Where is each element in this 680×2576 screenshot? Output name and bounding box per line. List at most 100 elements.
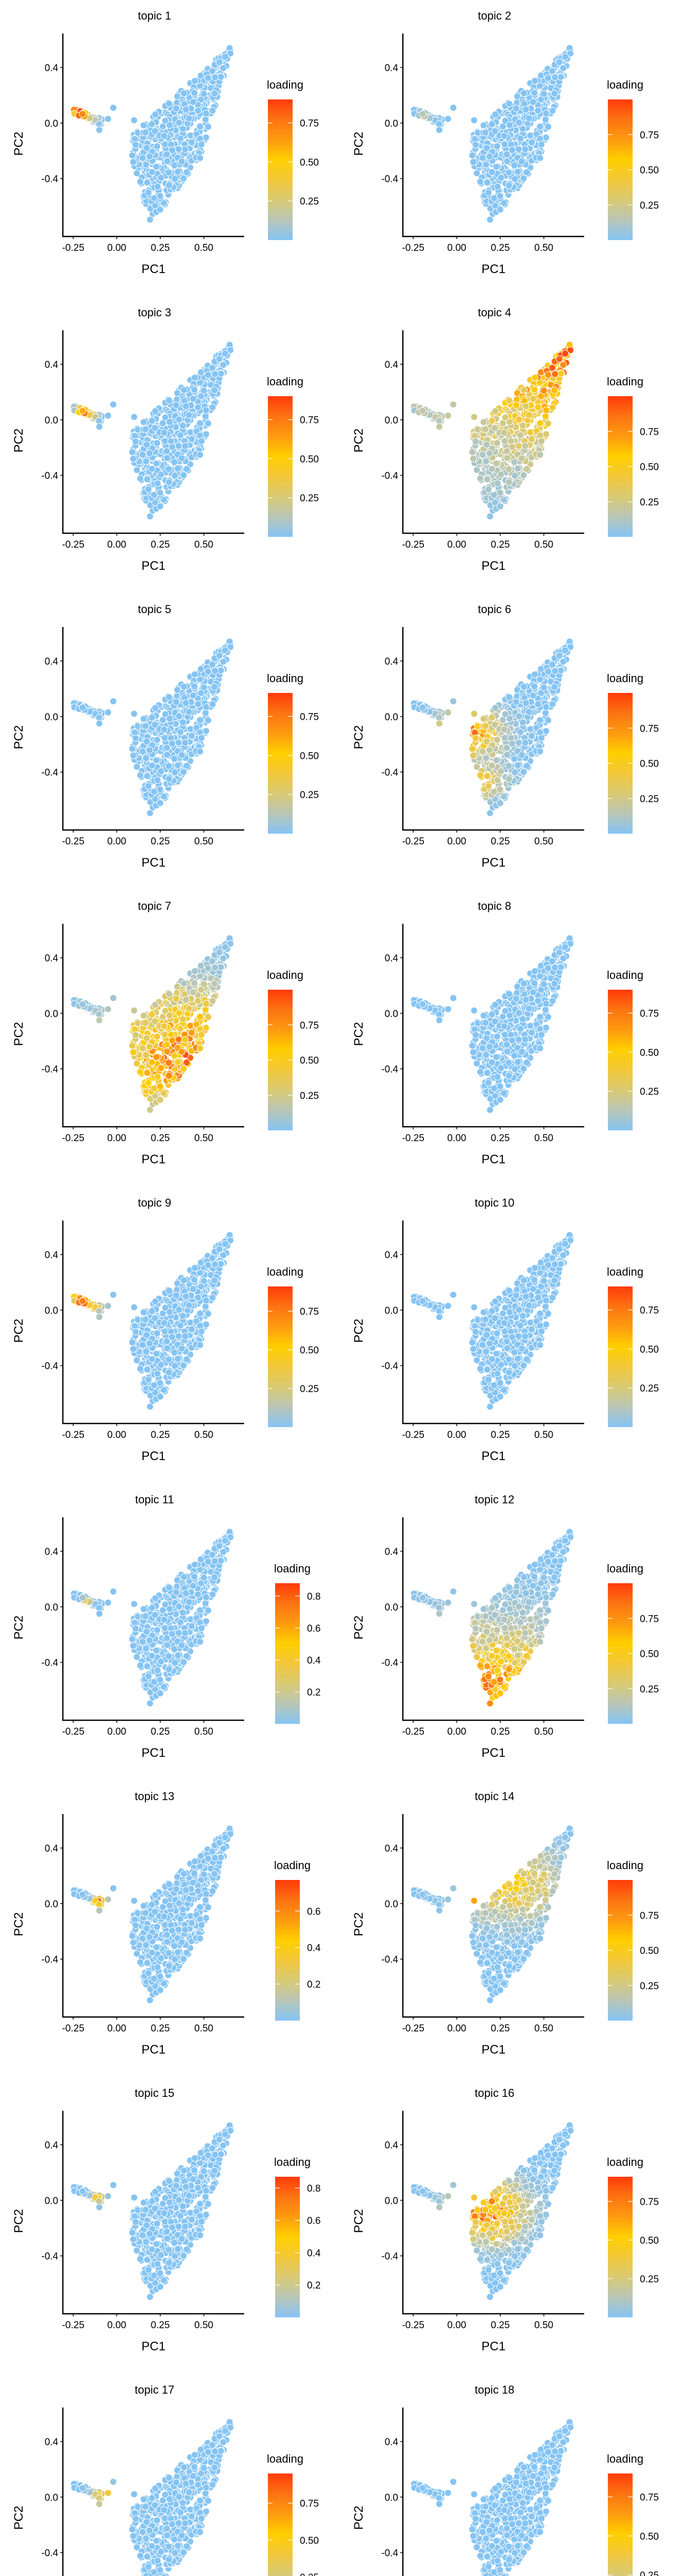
data-point: [551, 667, 559, 674]
data-point: [219, 361, 227, 369]
data-point: [515, 145, 522, 153]
data-point: [528, 732, 535, 740]
color-bar-label: 0.25: [640, 794, 659, 805]
scatter-plot: topic 2-0.25 0.00 0.25 0.50-0.40.00.4PC1PC2…: [352, 9, 659, 276]
data-point: [473, 466, 481, 474]
chart-title: topic 4: [478, 306, 512, 319]
data-point: [165, 775, 173, 783]
data-point: [163, 150, 171, 158]
data-point: [150, 1084, 158, 1092]
data-point: [109, 401, 117, 409]
data-point: [501, 141, 509, 148]
data-point: [473, 170, 481, 177]
data-point: [196, 451, 204, 459]
data-point: [156, 192, 164, 200]
data-point: [497, 471, 505, 478]
data-point: [497, 174, 505, 181]
data-point: [160, 1022, 168, 1030]
data-point: [154, 1073, 161, 1081]
y-tick-label: 0.4: [45, 63, 59, 74]
data-point: [161, 1007, 169, 1015]
chart-title: topic 3: [138, 306, 172, 319]
data-point: [165, 762, 173, 770]
data-point: [482, 161, 490, 168]
data-point: [486, 746, 494, 754]
data-point: [140, 122, 147, 129]
data-point: [435, 423, 443, 431]
y-tick-label: -0.4: [41, 768, 58, 778]
data-point: [531, 386, 538, 394]
data-point: [143, 144, 150, 152]
data-point: [165, 1072, 173, 1079]
data-point: [161, 1031, 169, 1039]
x-axis-label: PC1: [142, 856, 166, 870]
data-point: [500, 199, 507, 207]
data-point: [185, 411, 193, 419]
data-point: [490, 194, 498, 202]
data-point: [211, 667, 219, 674]
data-point: [562, 53, 569, 61]
data-point: [537, 665, 545, 673]
data-point: [179, 422, 186, 430]
data-point: [202, 703, 210, 711]
data-point: [559, 361, 567, 369]
data-point: [508, 146, 516, 154]
data-point: [191, 968, 199, 975]
data-point: [145, 782, 152, 790]
data-point: [480, 122, 487, 129]
y-tick-label: -0.4: [381, 174, 398, 185]
data-point: [211, 964, 219, 971]
data-point: [209, 957, 216, 965]
data-point: [205, 420, 212, 427]
data-point: [520, 175, 528, 182]
data-point: [177, 728, 184, 736]
data-point: [506, 715, 514, 722]
data-point: [165, 1059, 173, 1066]
data-point: [482, 457, 490, 465]
data-point: [142, 722, 149, 730]
data-point: [151, 704, 159, 712]
data-point: [161, 437, 169, 445]
data-point: [505, 478, 513, 486]
data-point: [519, 422, 526, 430]
data-point: [468, 448, 476, 456]
data-point: [562, 350, 569, 358]
data-point: [523, 168, 531, 176]
data-point: [219, 64, 227, 72]
data-point: [148, 417, 156, 425]
data-point: [559, 64, 567, 72]
data-point: [540, 387, 548, 395]
data-point: [180, 175, 188, 182]
data-point: [209, 997, 216, 1005]
data-point: [174, 761, 182, 769]
data-point: [140, 1012, 147, 1020]
data-point: [146, 152, 154, 160]
data-point: [142, 457, 150, 465]
data-point: [227, 643, 234, 651]
data-point: [518, 454, 525, 462]
data-point: [479, 451, 486, 459]
data-point: [178, 158, 185, 165]
data-point: [151, 111, 159, 118]
data-point: [154, 1032, 161, 1040]
data-point: [468, 151, 476, 159]
data-point: [545, 123, 552, 130]
data-point: [186, 132, 194, 139]
data-point: [205, 717, 212, 724]
data-point: [161, 710, 169, 718]
data-point: [183, 762, 191, 770]
x-tick-label: 0.00: [447, 836, 466, 847]
chart-title: topic 2: [478, 9, 512, 22]
facet-panel: topic 5 -0.25 0.00 0.25 0.50 -0.4 0.0 0.4 PC1 PC2…: [0, 594, 340, 890]
data-point: [201, 412, 209, 420]
data-point: [496, 192, 504, 200]
data-point: [156, 489, 164, 497]
scatter-plot: topic 1-0.25 0.00 0.25 0.50-0.40.00.4PC1PC2…: [12, 9, 319, 276]
data-point: [173, 105, 180, 112]
data-point: [517, 728, 524, 736]
data-point: [175, 119, 183, 127]
x-tick-label: -0.25: [62, 836, 84, 847]
data-point: [508, 443, 516, 451]
data-point: [491, 111, 499, 118]
data-point: [488, 465, 496, 472]
